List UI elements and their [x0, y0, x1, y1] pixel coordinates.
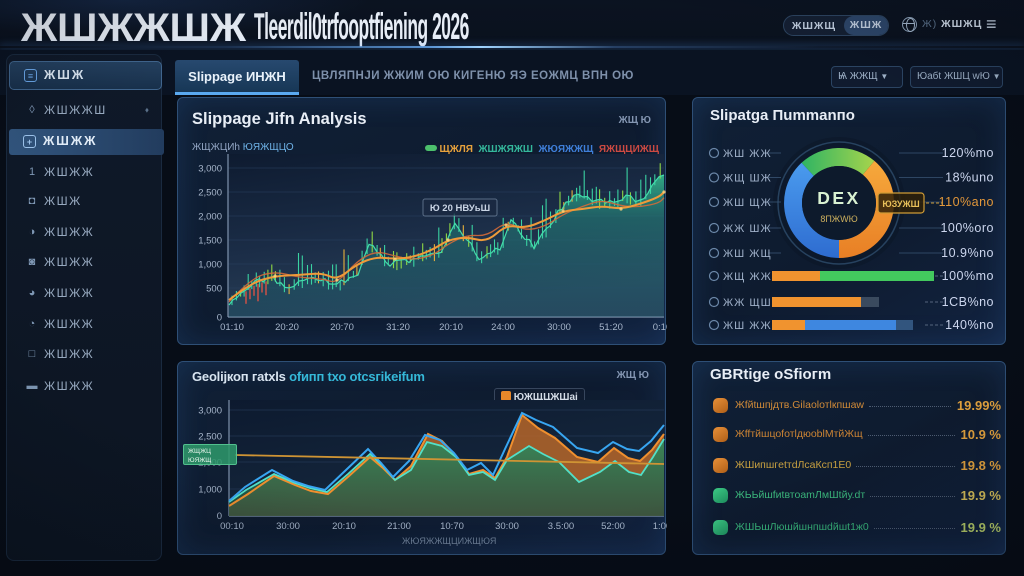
svg-text:51:20: 51:20 — [599, 322, 623, 333]
svg-text:ЖЖ ЩШ: ЖЖ ЩШ — [723, 297, 772, 309]
svg-text:ЖШ ЖЩ: ЖШ ЖЩ — [723, 248, 772, 260]
svg-text:20:10: 20:10 — [439, 322, 463, 333]
svg-text:500: 500 — [206, 284, 222, 295]
svg-text:01:10: 01:10 — [220, 322, 244, 333]
svg-text:1:00: 1:00 — [653, 521, 667, 532]
svg-text:18%uno: 18%uno — [945, 171, 994, 185]
svg-text:3,000: 3,000 — [198, 406, 222, 417]
svg-text:1,000: 1,000 — [198, 485, 222, 496]
svg-text:2,500: 2,500 — [198, 188, 222, 199]
svg-text:100%oro: 100%oro — [940, 221, 994, 235]
svg-text:0: 0 — [217, 313, 222, 324]
svg-text:1,500: 1,500 — [198, 236, 222, 247]
svg-text:ЖЩ ЖЖ: ЖЩ ЖЖ — [723, 271, 772, 283]
svg-text:30:00: 30:00 — [495, 521, 519, 532]
svg-text:ЖЖ ШЖ: ЖЖ ШЖ — [723, 223, 772, 235]
svg-text:30:00: 30:00 — [276, 521, 300, 532]
svg-text:0:10: 0:10 — [653, 322, 667, 333]
svg-text:140%no: 140%no — [945, 318, 994, 332]
svg-text:10.9%no: 10.9%no — [941, 246, 994, 260]
svg-text:20:70: 20:70 — [330, 322, 354, 333]
svg-text:ЖЩ ШЖ: ЖЩ ШЖ — [723, 173, 772, 185]
svg-text:20:10: 20:10 — [332, 521, 356, 532]
svg-text:21:00: 21:00 — [387, 521, 411, 532]
svg-text:1CB%no: 1CB%no — [942, 295, 994, 309]
svg-text:20:20: 20:20 — [275, 322, 299, 333]
svg-text:110%ano: 110%ano — [939, 195, 994, 209]
svg-text:31:20: 31:20 — [386, 322, 410, 333]
svg-text:0: 0 — [217, 511, 222, 522]
svg-text:1,000: 1,000 — [198, 260, 222, 271]
svg-text:120%mo: 120%mo — [942, 146, 994, 160]
svg-text:2,500: 2,500 — [198, 432, 222, 443]
svg-text:52:00: 52:00 — [601, 521, 625, 532]
svg-text:00:10: 00:10 — [220, 521, 244, 532]
svg-text:Ю 20 НВУьШ: Ю 20 НВУьШ — [430, 203, 490, 214]
svg-text:8ПЖWЮ: 8ПЖWЮ — [820, 214, 857, 224]
svg-text:30:00: 30:00 — [547, 322, 571, 333]
svg-text:2,000: 2,000 — [198, 212, 222, 223]
svg-text:3,000: 3,000 — [198, 164, 222, 175]
svg-text:ЮЗУЖШ: ЮЗУЖШ — [882, 199, 919, 209]
svg-text:ЖШ ЖЖ: ЖШ ЖЖ — [723, 320, 772, 332]
svg-text:DEX: DEX — [817, 188, 860, 208]
svg-text:3.5:00: 3.5:00 — [548, 521, 574, 532]
svg-text:24:00: 24:00 — [491, 322, 515, 333]
svg-text:ЖШ ЩЖ: ЖШ ЩЖ — [723, 197, 772, 209]
svg-text:10:70: 10:70 — [440, 521, 464, 532]
svg-text:100%mo: 100%mo — [942, 269, 994, 283]
svg-text:ЖШ ЖЖ: ЖШ ЖЖ — [723, 148, 772, 160]
